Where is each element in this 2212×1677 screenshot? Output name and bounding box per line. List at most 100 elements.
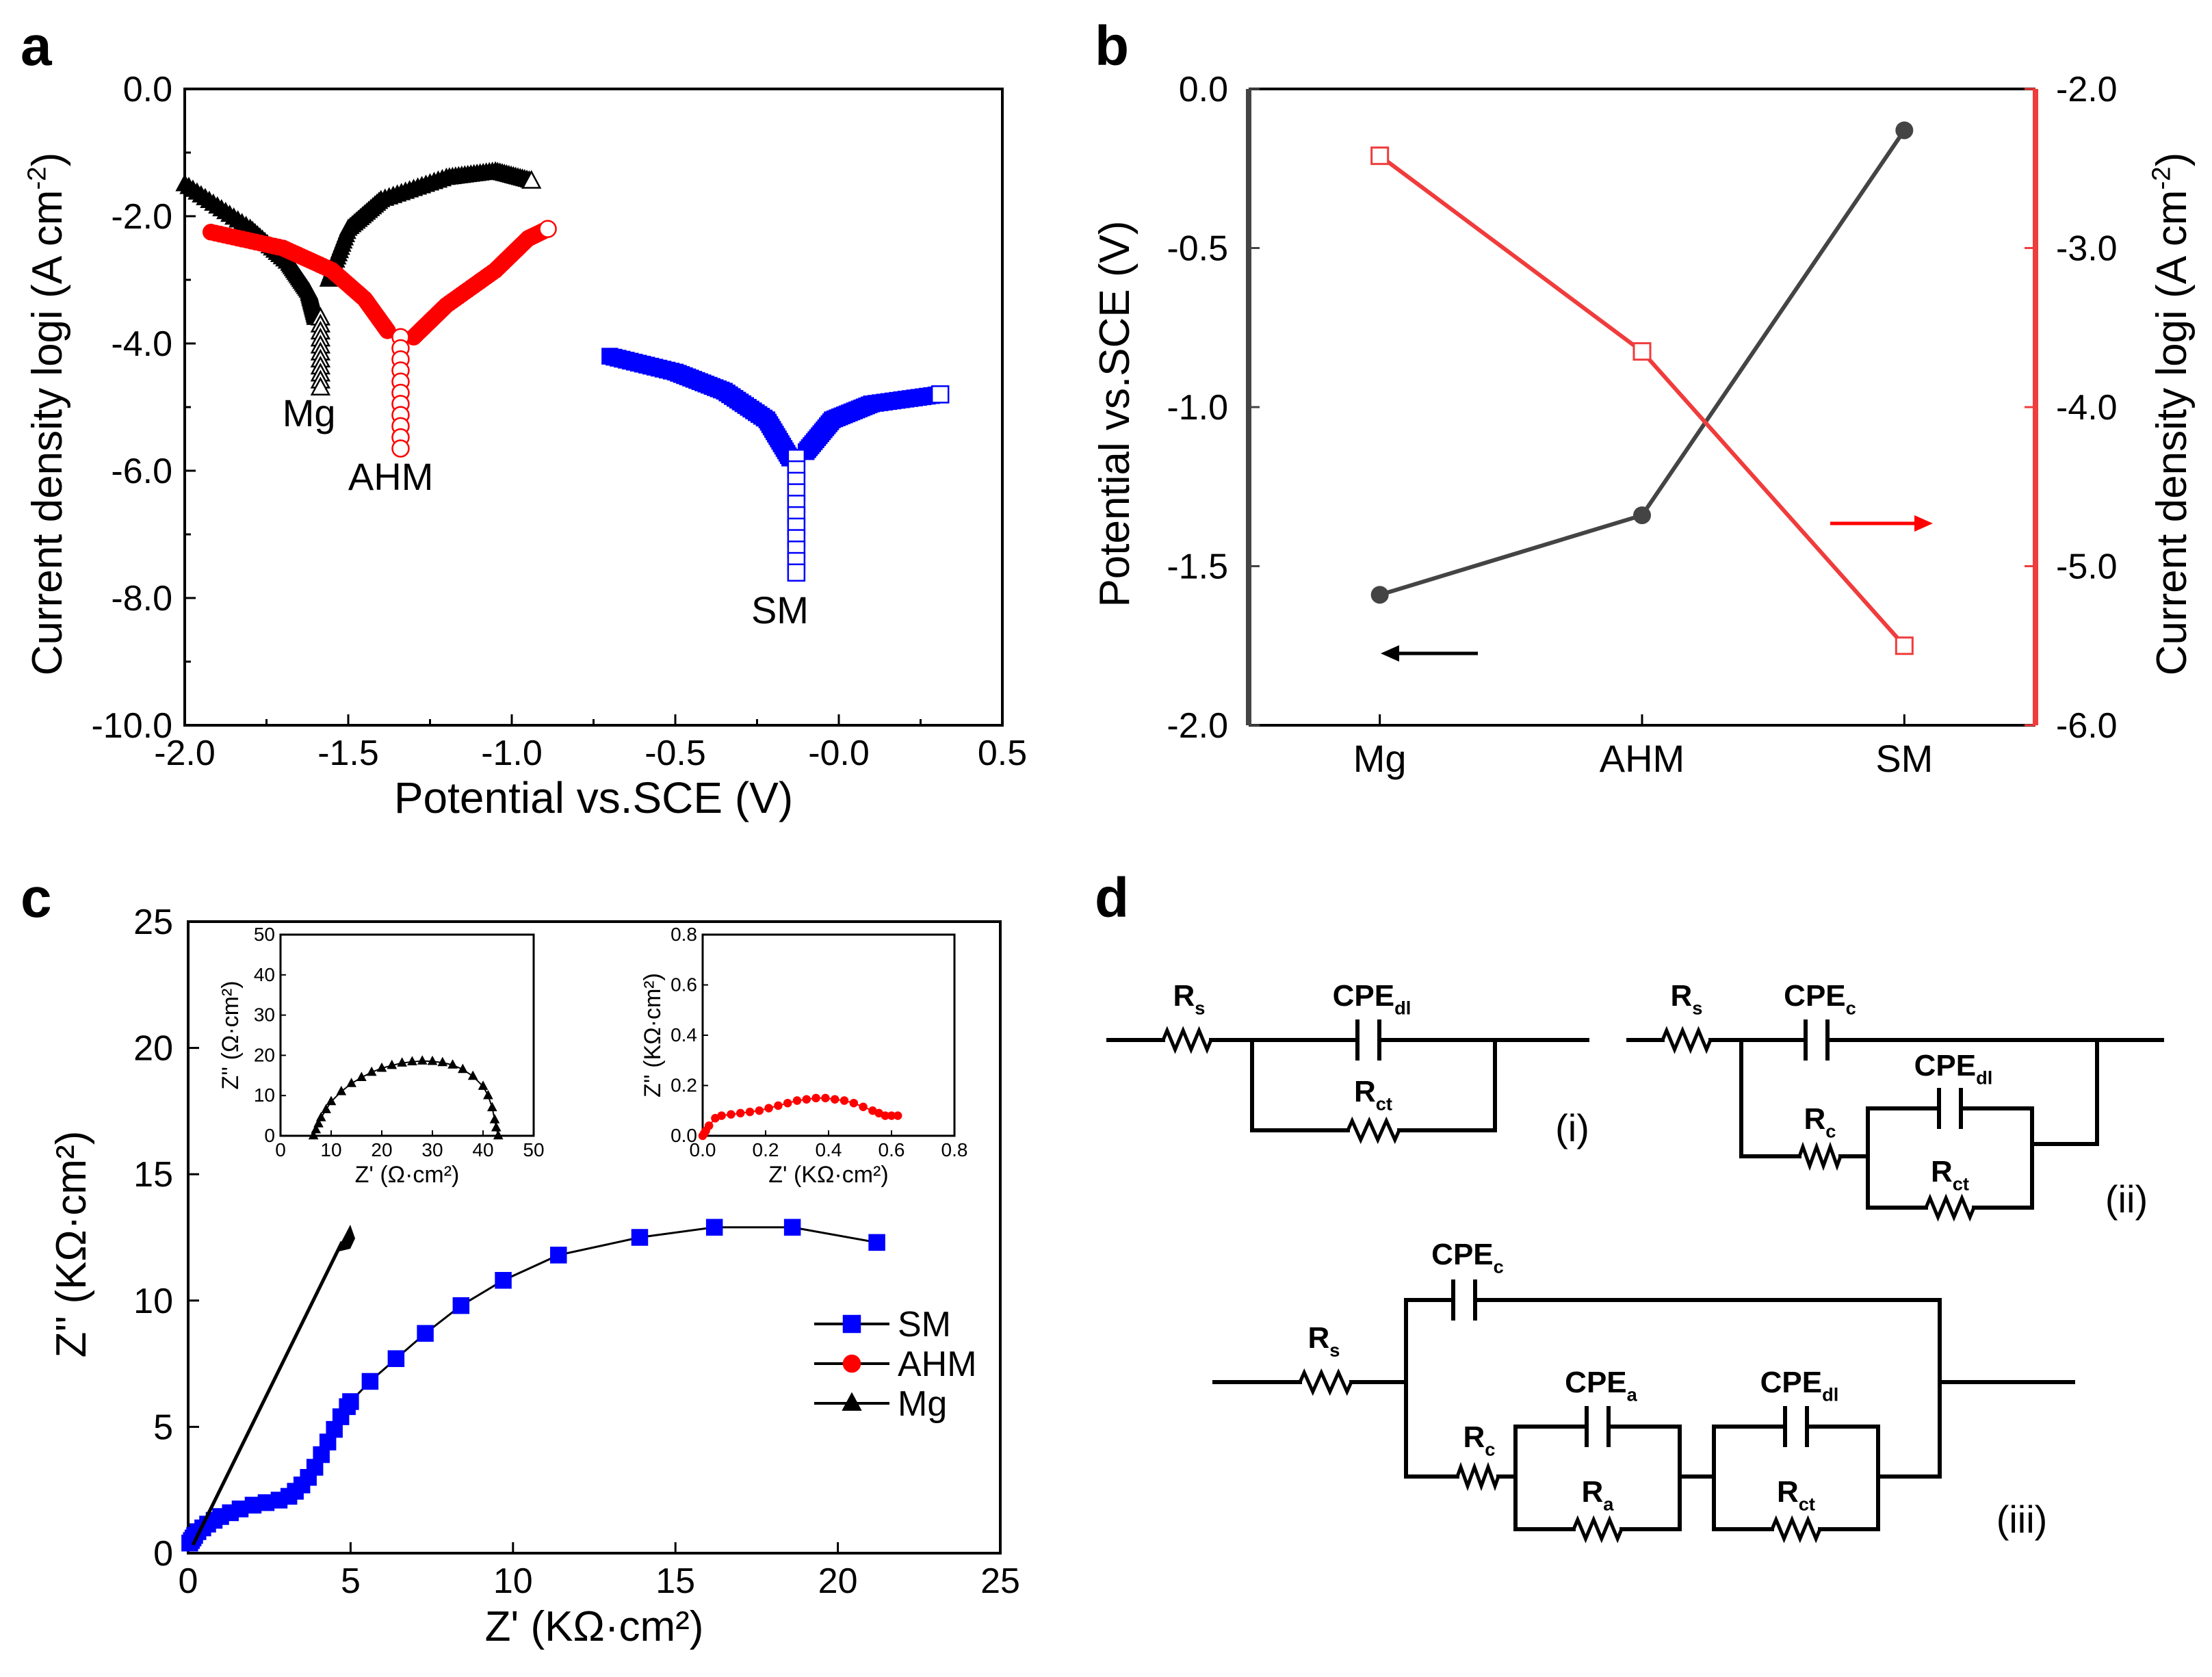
c-ytick-label: 10 [133,1282,173,1321]
a-spike-point-ahm [391,439,410,458]
c-inset-mg-point [311,1123,322,1134]
circuit-i-cpe-label: CPEdl [1333,979,1411,1018]
c-inset-mg-point [308,1130,319,1140]
c-inset-mg-point [407,1056,417,1066]
c-inset-ahm-xtick-label: 0.8 [941,1139,968,1160]
a-ylabel: Current density logi (A cm-2) [22,153,71,676]
a-spike-point-sm [787,563,806,582]
c-xlabel: Z' (KΩ·cm²) [485,1603,704,1650]
panel-c-nyquist-plot: 0 5 10 15 20 25 0 5 10 15 20 25 Z' (KΩ·cm²) Z'' (KΩ·c… [48,902,1020,1650]
a-end-point-sm [931,385,950,404]
c-ytick-label: 5 [153,1407,173,1447]
c-inset-ahm-point [840,1096,849,1105]
circuit-iii-rc-label: Rc [1463,1420,1496,1459]
circuit-ii-rs-resistor [1661,1026,1713,1054]
c-inset-mg-point [478,1080,489,1090]
a-series-ahm [202,220,557,458]
circuit-i-rs-resistor [1161,1026,1213,1054]
a-xtick-label: -1.0 [481,733,543,773]
c-inset-ahm-point [736,1108,745,1118]
b-left-tick-label: -0.5 [1167,229,1228,269]
circuit-iii-rs-label: Rs [1308,1321,1340,1360]
circuit-ii-rc-label-sub: c [1825,1120,1836,1141]
c-inset-ahm-ytick-label: 0.0 [671,1125,697,1146]
c-inset-mg-frame [279,933,535,1137]
c-inset-mg-point [447,1059,458,1069]
panel-letter-c: c [21,867,52,929]
c-inset-ahm-ytick-label: 0.6 [671,974,697,996]
a-ytick-label: 0.0 [123,70,172,109]
a-ytick-label: -8.0 [111,579,172,619]
c-inset-mg-point [366,1066,377,1076]
c-inset-mg-point [483,1089,493,1100]
c-inset-mg: 0 10 20 30 40 50 0 10 20 30 40 50 Z' (Ω·cm²) Z'' (Ω·c… [218,924,545,1188]
b-ylabel-right: Current density logi (A cm-2) [2146,153,2196,676]
c-inset-mg-point [397,1057,407,1067]
c-inset-ahm-point [745,1107,755,1117]
c-inset-mg-ytick-label: 50 [254,924,275,945]
b-left-tick-label: -1.0 [1167,388,1228,428]
circuit-iii-ra-label-sub: a [1603,1493,1614,1514]
circuit-iii-cpedl-label-sub: dl [1822,1383,1838,1405]
c-inset-ahm-point [764,1104,773,1113]
circuit-iii-cpea-label-main: CPE [1565,1366,1626,1399]
c-inset-mg-ylabel: Z'' (Ω·cm²) [218,980,244,1089]
c-inset-mg-point [458,1063,468,1074]
c-xtick-label: 0 [179,1561,198,1601]
circuit-iii-cpea-label: CPEa [1565,1366,1637,1405]
c-inset-ahm-ytick-label: 0.2 [671,1075,697,1096]
c-inset-ahm-point [821,1093,830,1103]
circuit-i-rct-label: Rct [1354,1075,1392,1114]
c-inset-mg-point [486,1102,497,1112]
circuit-iii-rct-label-sub: ct [1799,1493,1815,1514]
c-inset-mg-point [493,1130,504,1140]
b-left-tick-label: 0.0 [1179,70,1228,109]
c-inset-mg-xtick-label: 20 [371,1139,392,1160]
circuit-iii-rs-resistor [1298,1368,1353,1396]
circuit-iii-rc-resistor [1455,1461,1500,1492]
c-inset-ahm-point [893,1111,902,1120]
c-inset-ahm-xtick-label: 0.0 [690,1139,716,1160]
b-potential-point [1633,506,1651,525]
a-series-sm [601,348,950,582]
b-right-tick-label: -5.0 [2056,547,2118,587]
c-sm-point [342,1393,359,1410]
c-inset-mg-point [346,1078,356,1087]
circuit-iii-rs-label-sub: s [1329,1339,1340,1360]
circuit-iii-label: (iii) [1996,1498,2048,1541]
c-inset-mg-xtick-label: 0 [275,1139,286,1160]
c-sm-point [452,1297,470,1314]
c-inset-mg-ytick-label: 0 [264,1125,275,1146]
circuit-iii-cpec-label-sub: c [1494,1256,1504,1277]
c-inset-ahm-ylabel: Z'' (KΩ·cm²) [640,973,666,1097]
c-inset-ahm-xtick-label: 0.6 [879,1139,905,1160]
circuit-iii-rct-label: Rct [1777,1475,1815,1514]
circuit-ii-rct-label-sub: ct [1953,1173,1969,1194]
a-xtick-label: -2.0 [154,733,216,773]
a-series-mg [175,161,542,395]
c-legend-marker-ahm [842,1354,861,1373]
circuit-ii-rs-label-sub: s [1692,997,1702,1018]
c-inset-ahm-point [811,1093,820,1103]
c-inset-ahm-xtick-label: 0.4 [816,1139,842,1160]
c-inset-ahm-point [704,1121,714,1130]
c-ytick-label: 20 [133,1029,173,1069]
panel-letter-d: d [1095,867,1129,929]
c-sm-point [705,1219,723,1236]
b-current-point [1895,636,1914,655]
b-xtick-label-mg: Mg [1353,737,1407,780]
circuit-ii-label: (ii) [2105,1178,2148,1221]
b-ylabel-left: Potential vs.SCE (V) [1091,220,1138,607]
c-inset-mg-point [315,1112,326,1121]
c-xtick-label: 25 [980,1561,1020,1601]
c-inset-mg-point [336,1085,347,1095]
circuit-ii-cpec-label: CPEc [1784,979,1856,1018]
c-sm-point [783,1219,801,1236]
c-inset-ahm-ytick-label: 0.8 [671,924,697,945]
c-inset-mg-xtick-label: 50 [523,1139,544,1160]
c-xtick-label: 15 [655,1561,695,1601]
circuit-ii-cpedl-label: CPEdl [1914,1049,1993,1088]
b-xtick-label-ahm: AHM [1600,737,1684,780]
c-sm-point [417,1325,434,1342]
circuit-i-cpe-label-sub: dl [1394,997,1411,1018]
